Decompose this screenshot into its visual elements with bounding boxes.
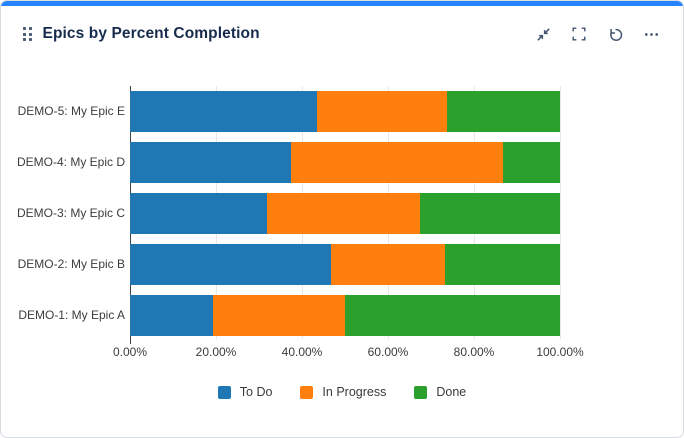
legend-item-in-progress[interactable]: In Progress [300, 385, 386, 399]
bar-segment-done[interactable] [344, 295, 560, 336]
category-label: DEMO-2: My Epic B [17, 257, 125, 271]
bar-segment-done[interactable] [419, 193, 560, 234]
legend-item-to-do[interactable]: To Do [217, 385, 273, 399]
refresh-icon[interactable] [605, 24, 625, 44]
bar-segment-to-do[interactable] [130, 91, 318, 132]
more-options-icon[interactable] [641, 24, 661, 44]
legend-swatch [414, 385, 428, 399]
bar-segment-to-do[interactable] [130, 295, 213, 336]
collapse-icon[interactable] [533, 24, 553, 44]
category-label: DEMO-1: My Epic A [18, 308, 125, 322]
x-tick-label: 20.00% [195, 345, 237, 359]
legend-label: In Progress [322, 385, 387, 399]
bar-segment-to-do[interactable] [130, 142, 291, 183]
bar-segment-in-progress[interactable] [267, 193, 420, 234]
bar-segment-done[interactable] [502, 142, 560, 183]
x-tick-label: 80.00% [453, 345, 495, 359]
chart-legend: To Do In Progress Done [1, 385, 683, 399]
plot-area [130, 86, 561, 344]
bar-segment-in-progress[interactable] [317, 91, 447, 132]
legend-swatch [300, 385, 314, 399]
bar-segment-in-progress[interactable] [330, 244, 446, 285]
bar-segment-to-do[interactable] [130, 244, 331, 285]
category-label: DEMO-4: My Epic D [16, 155, 125, 169]
legend-label: Done [436, 385, 467, 399]
legend-swatch [217, 385, 231, 399]
top-accent-bar [1, 1, 683, 6]
bar-row [130, 91, 560, 132]
x-tick-label: 0.00% [112, 345, 148, 359]
drag-handle-icon[interactable] [23, 27, 32, 41]
bar-segment-in-progress[interactable] [212, 295, 345, 336]
x-tick-label: 100.00% [536, 345, 584, 359]
gadget-title: Epics by Percent Completion [42, 25, 260, 42]
bar-segment-done[interactable] [445, 244, 560, 285]
bar-row [130, 295, 560, 336]
x-tick-label: 40.00% [281, 345, 323, 359]
gridline [560, 86, 561, 339]
bar-segment-done[interactable] [446, 91, 560, 132]
legend-label: To Do [239, 385, 273, 399]
fullscreen-icon[interactable] [569, 24, 589, 44]
category-label: DEMO-5: My Epic E [17, 104, 125, 118]
x-tick-label: 60.00% [367, 345, 409, 359]
legend-item-done[interactable]: Done [414, 385, 466, 399]
bar-segment-to-do[interactable] [130, 193, 268, 234]
y-axis-labels: DEMO-5: My Epic E DEMO-4: My Epic D DEMO-3… [1, 86, 127, 339]
gadget-header: Epics by Percent Completion [23, 21, 661, 47]
bar-segment-in-progress[interactable] [290, 142, 503, 183]
bar-row [130, 142, 560, 183]
bar-row [130, 244, 560, 285]
bar-row [130, 193, 560, 234]
x-axis-ticks: 0.00% 20.00% 40.00% 60.00% 80.00% 100.00% [113, 345, 584, 361]
header-actions [533, 24, 661, 44]
category-label: DEMO-3: My Epic C [16, 206, 125, 220]
